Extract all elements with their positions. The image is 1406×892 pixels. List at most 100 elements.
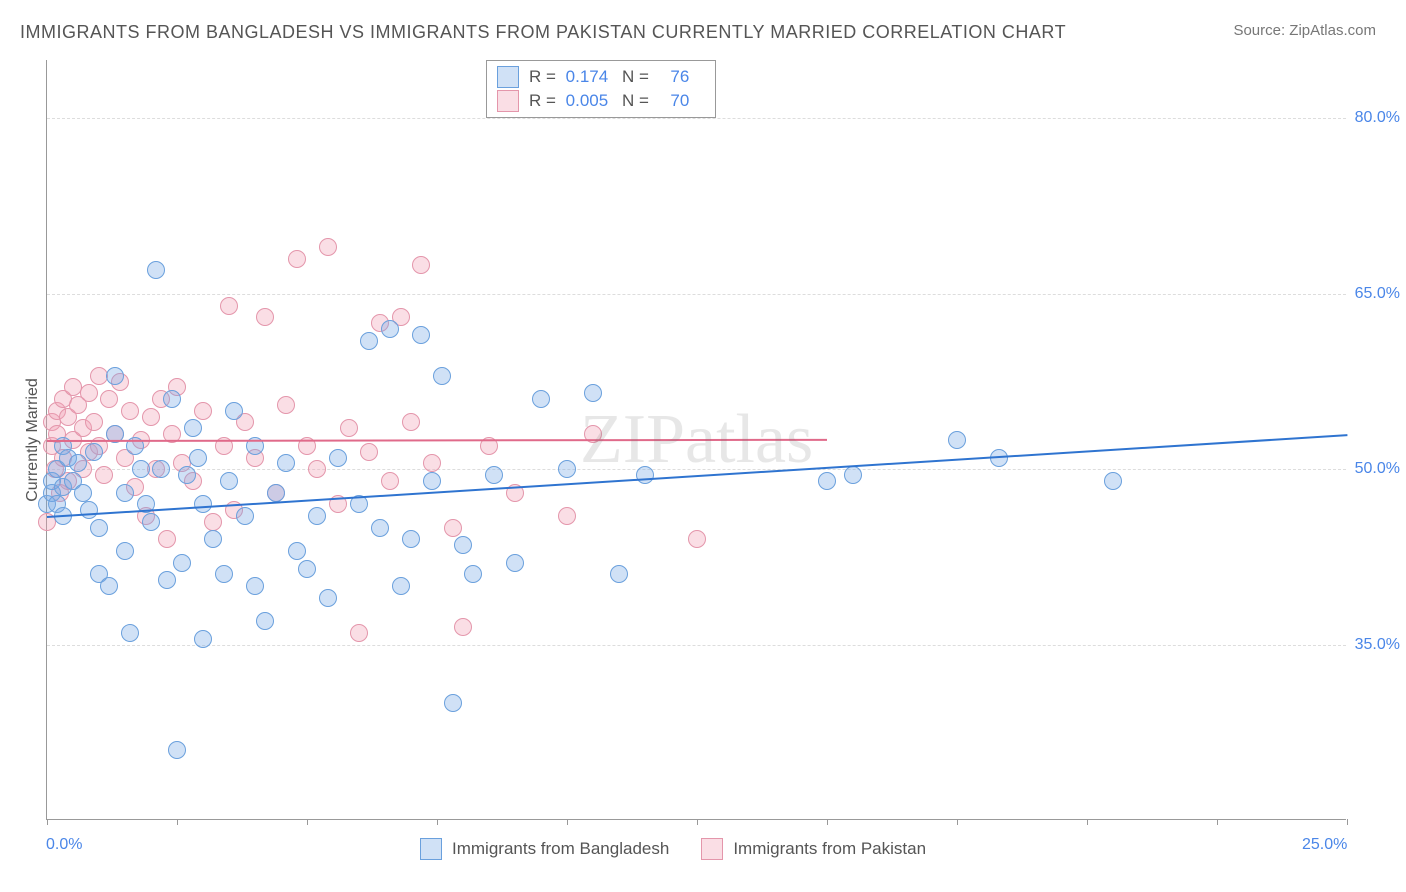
x-axis-min-label: 0.0% [46,836,82,854]
scatter-point [381,320,399,338]
scatter-point [132,460,150,478]
legend-series: Immigrants from Bangladesh Immigrants fro… [420,838,948,860]
scatter-point [173,554,191,572]
scatter-plot-area: 80.0%65.0%50.0%35.0% [46,60,1346,820]
scatter-point [818,472,836,490]
scatter-point [142,513,160,531]
y-axis-title: Currently Married [24,378,42,502]
scatter-point [69,454,87,472]
scatter-point [152,460,170,478]
legend-n-value: 76 [655,67,705,87]
scatter-point [584,384,602,402]
legend-series-label: Immigrants from Bangladesh [452,839,669,859]
scatter-point [423,454,441,472]
scatter-point [147,261,165,279]
scatter-point [184,419,202,437]
legend-n-value: 70 [655,91,705,111]
scatter-point [121,624,139,642]
scatter-point [298,560,316,578]
scatter-point [340,419,358,437]
legend-swatch [497,66,519,88]
scatter-point [163,390,181,408]
scatter-point [381,472,399,490]
scatter-point [371,519,389,537]
scatter-point [360,443,378,461]
scatter-point [412,326,430,344]
legend-r-label: R = [529,91,556,111]
source-label: Source: ZipAtlas.com [1233,22,1376,39]
scatter-point [256,308,274,326]
scatter-point [246,577,264,595]
scatter-point [360,332,378,350]
scatter-point [464,565,482,583]
scatter-point [215,565,233,583]
scatter-point [454,536,472,554]
scatter-point [194,630,212,648]
x-tick [957,819,958,825]
x-tick [177,819,178,825]
scatter-point [116,484,134,502]
scatter-point [412,256,430,274]
legend-stat-row: R = 0.174 N = 76 [497,65,705,89]
scatter-point [90,519,108,537]
scatter-point [267,484,285,502]
gridline [47,294,1346,295]
scatter-point [636,466,654,484]
scatter-point [220,297,238,315]
legend-r-label: R = [529,67,556,87]
scatter-point [74,484,92,502]
chart-title: IMMIGRANTS FROM BANGLADESH VS IMMIGRANTS… [20,22,1066,43]
x-tick [567,819,568,825]
legend-stat-row: R = 0.005 N = 70 [497,89,705,113]
scatter-point [85,413,103,431]
scatter-point [277,454,295,472]
legend-series-label: Immigrants from Pakistan [733,839,926,859]
scatter-point [256,612,274,630]
scatter-point [350,624,368,642]
legend-swatch [420,838,442,860]
y-tick-label: 65.0% [1350,285,1400,303]
scatter-point [142,408,160,426]
scatter-point [236,507,254,525]
scatter-point [106,367,124,385]
scatter-point [95,466,113,484]
legend-n-label: N = [622,67,649,87]
scatter-point [948,431,966,449]
scatter-point [204,530,222,548]
legend-r-value: 0.174 [562,67,612,87]
scatter-point [444,694,462,712]
scatter-point [220,472,238,490]
scatter-point [688,530,706,548]
legend-n-label: N = [622,91,649,111]
scatter-point [506,554,524,572]
scatter-point [116,542,134,560]
scatter-point [308,460,326,478]
x-tick [47,819,48,825]
scatter-point [844,466,862,484]
scatter-point [85,443,103,461]
y-tick-label: 50.0% [1350,460,1400,478]
scatter-point [288,542,306,560]
scatter-point [80,501,98,519]
x-tick [1347,819,1348,825]
x-axis-max-label: 25.0% [1302,836,1347,854]
scatter-point [194,495,212,513]
gridline [47,469,1346,470]
scatter-point [189,449,207,467]
scatter-point [319,238,337,256]
scatter-point [423,472,441,490]
scatter-point [225,402,243,420]
x-tick [697,819,698,825]
scatter-point [402,530,420,548]
scatter-point [532,390,550,408]
legend-r-value: 0.005 [562,91,612,111]
x-tick [827,819,828,825]
scatter-point [277,396,295,414]
x-tick [437,819,438,825]
trend-line [47,434,1347,518]
scatter-point [610,565,628,583]
scatter-point [319,589,337,607]
trend-line [47,439,827,442]
scatter-point [308,507,326,525]
scatter-point [80,384,98,402]
